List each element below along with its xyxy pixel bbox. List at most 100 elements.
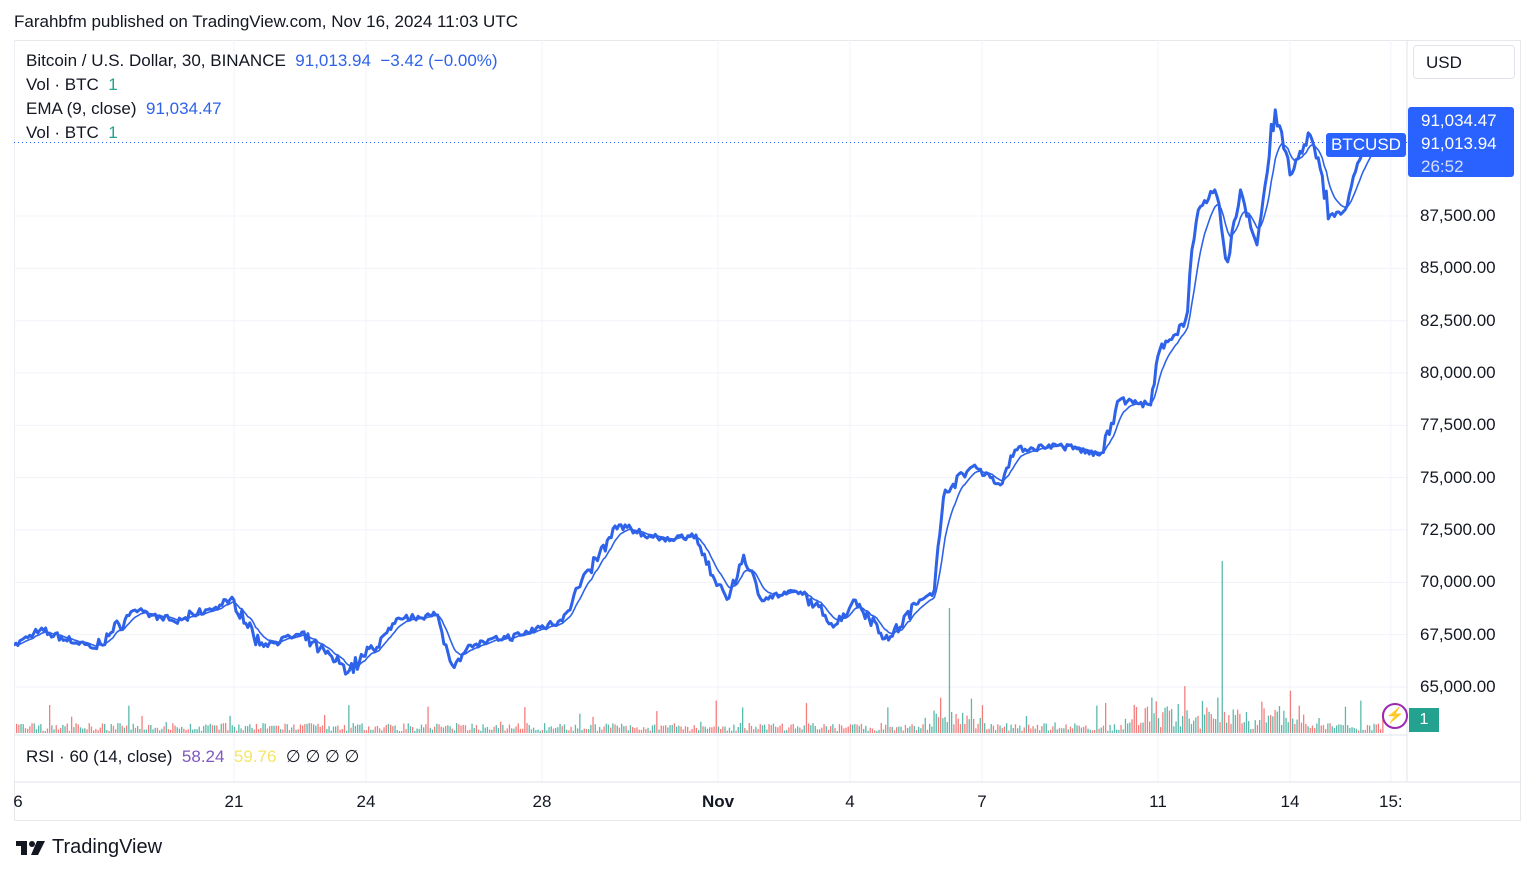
volume-bar: [889, 726, 891, 733]
volume-bar: [407, 723, 409, 733]
volume-bar: [423, 727, 425, 733]
volume-bar: [220, 723, 222, 733]
currency-button[interactable]: USD: [1413, 45, 1515, 79]
tradingview-logo[interactable]: TradingView: [16, 836, 162, 859]
volume-bar: [524, 707, 526, 733]
volume-bar: [1045, 723, 1047, 733]
volume-bar: [693, 725, 695, 733]
volume-bar: [1012, 727, 1014, 733]
volume-bar: [95, 728, 97, 733]
volume-bar: [473, 727, 475, 733]
volume-bar: [946, 722, 948, 733]
volume-bar: [788, 727, 790, 733]
volume-bar: [86, 729, 88, 733]
volume-bar: [451, 728, 453, 733]
volume-bar: [486, 727, 489, 733]
volume-bar: [706, 728, 709, 733]
volume-bar: [911, 724, 913, 733]
volume-bar: [858, 725, 860, 733]
volume-bar: [447, 725, 449, 733]
volume-bar: [493, 726, 495, 733]
volume-bar: [940, 697, 942, 733]
volume-bar: [464, 725, 467, 733]
volume-bar: [33, 723, 35, 733]
rsi-legend[interactable]: RSI · 60 (14, close) 58.24 59.76 ∅ ∅ ∅ ∅: [26, 747, 359, 767]
volume-bar: [412, 726, 414, 733]
volume-bar: [1283, 710, 1285, 733]
volume-bar: [178, 728, 181, 733]
legend-volume-2[interactable]: Vol · BTC 1: [26, 123, 118, 143]
volume-bar: [841, 725, 843, 733]
volume-bar: [623, 726, 625, 733]
volume-bar: [876, 730, 878, 733]
volume-bar: [786, 729, 788, 733]
volume-bar: [618, 727, 621, 733]
rsi-na-values: ∅ ∅ ∅ ∅: [285, 747, 360, 766]
volume-bar: [772, 723, 775, 733]
price-tick-label: 70,000.00: [1420, 572, 1496, 592]
volume-bar: [966, 715, 968, 733]
volume-bar: [1318, 718, 1320, 733]
volume-bar: [108, 730, 110, 733]
volume-bar: [1336, 725, 1338, 733]
volume-bar: [632, 726, 634, 733]
lightning-icon[interactable]: ⚡: [1382, 703, 1408, 729]
volume-bar: [968, 719, 970, 733]
volume-bar: [31, 723, 33, 733]
volume-bar: [1333, 728, 1336, 733]
volume-bar: [337, 725, 339, 733]
volume-bar: [918, 726, 920, 733]
volume-bar: [654, 724, 656, 733]
last-price-label: 91,013.94: [1421, 134, 1497, 153]
volume-bar: [1373, 723, 1375, 733]
volume-bar: [236, 730, 238, 733]
volume-bar: [335, 726, 337, 733]
volume-bar: [1272, 716, 1274, 733]
volume-bar: [46, 728, 49, 733]
volume-bar: [240, 728, 242, 733]
volume-bar: [577, 728, 579, 733]
volume-bar: [328, 726, 330, 733]
volume-bar: [1087, 728, 1089, 733]
volume-bar: [117, 723, 119, 733]
volume-bar: [1349, 727, 1351, 733]
volume-bar: [264, 723, 266, 733]
legend-ema[interactable]: EMA (9, close) 91,034.47: [26, 99, 222, 119]
vol-label: Vol · BTC: [26, 75, 99, 94]
volume-bar: [1058, 727, 1061, 733]
volume-bar: [781, 723, 783, 733]
volume-bar: [504, 730, 506, 733]
tradingview-logo-icon: [16, 840, 45, 855]
volume-bar: [1252, 728, 1254, 733]
volume-bar: [137, 726, 139, 733]
volume-bar: [678, 725, 680, 733]
price-tick-label: 85,000.00: [1420, 258, 1496, 278]
volume-bar: [1292, 718, 1294, 733]
volume-bar: [414, 730, 416, 733]
volume-bar: [847, 726, 849, 733]
time-tick-label: 21: [224, 792, 244, 811]
price-chart[interactable]: [14, 40, 1521, 821]
vol-value: 1: [108, 123, 118, 142]
volume-bar: [1107, 730, 1109, 733]
volume-bar: [130, 729, 132, 733]
volume-bar: [823, 724, 825, 733]
time-tick-label: 15:: [1379, 792, 1403, 811]
volume-bar: [863, 728, 865, 733]
volume-bar: [38, 725, 40, 733]
volume-bar: [882, 729, 885, 733]
volume-bar: [797, 726, 799, 733]
volume-bar: [1265, 722, 1267, 733]
volume-bar: [134, 727, 137, 733]
volume-bar: [293, 724, 295, 733]
legend-symbol[interactable]: Bitcoin / U.S. Dollar, 30, BINANCE 91,01…: [26, 51, 498, 71]
legend-volume[interactable]: Vol · BTC 1: [26, 75, 118, 95]
volume-bar: [1347, 725, 1349, 733]
volume-bar: [1263, 708, 1265, 733]
volume-bar: [574, 724, 577, 733]
volume-bar: [251, 727, 253, 733]
volume-bar: [1188, 718, 1190, 733]
price-tick-label: 80,000.00: [1420, 363, 1496, 383]
volume-bar: [1067, 729, 1069, 733]
volume-bar: [1041, 726, 1043, 733]
